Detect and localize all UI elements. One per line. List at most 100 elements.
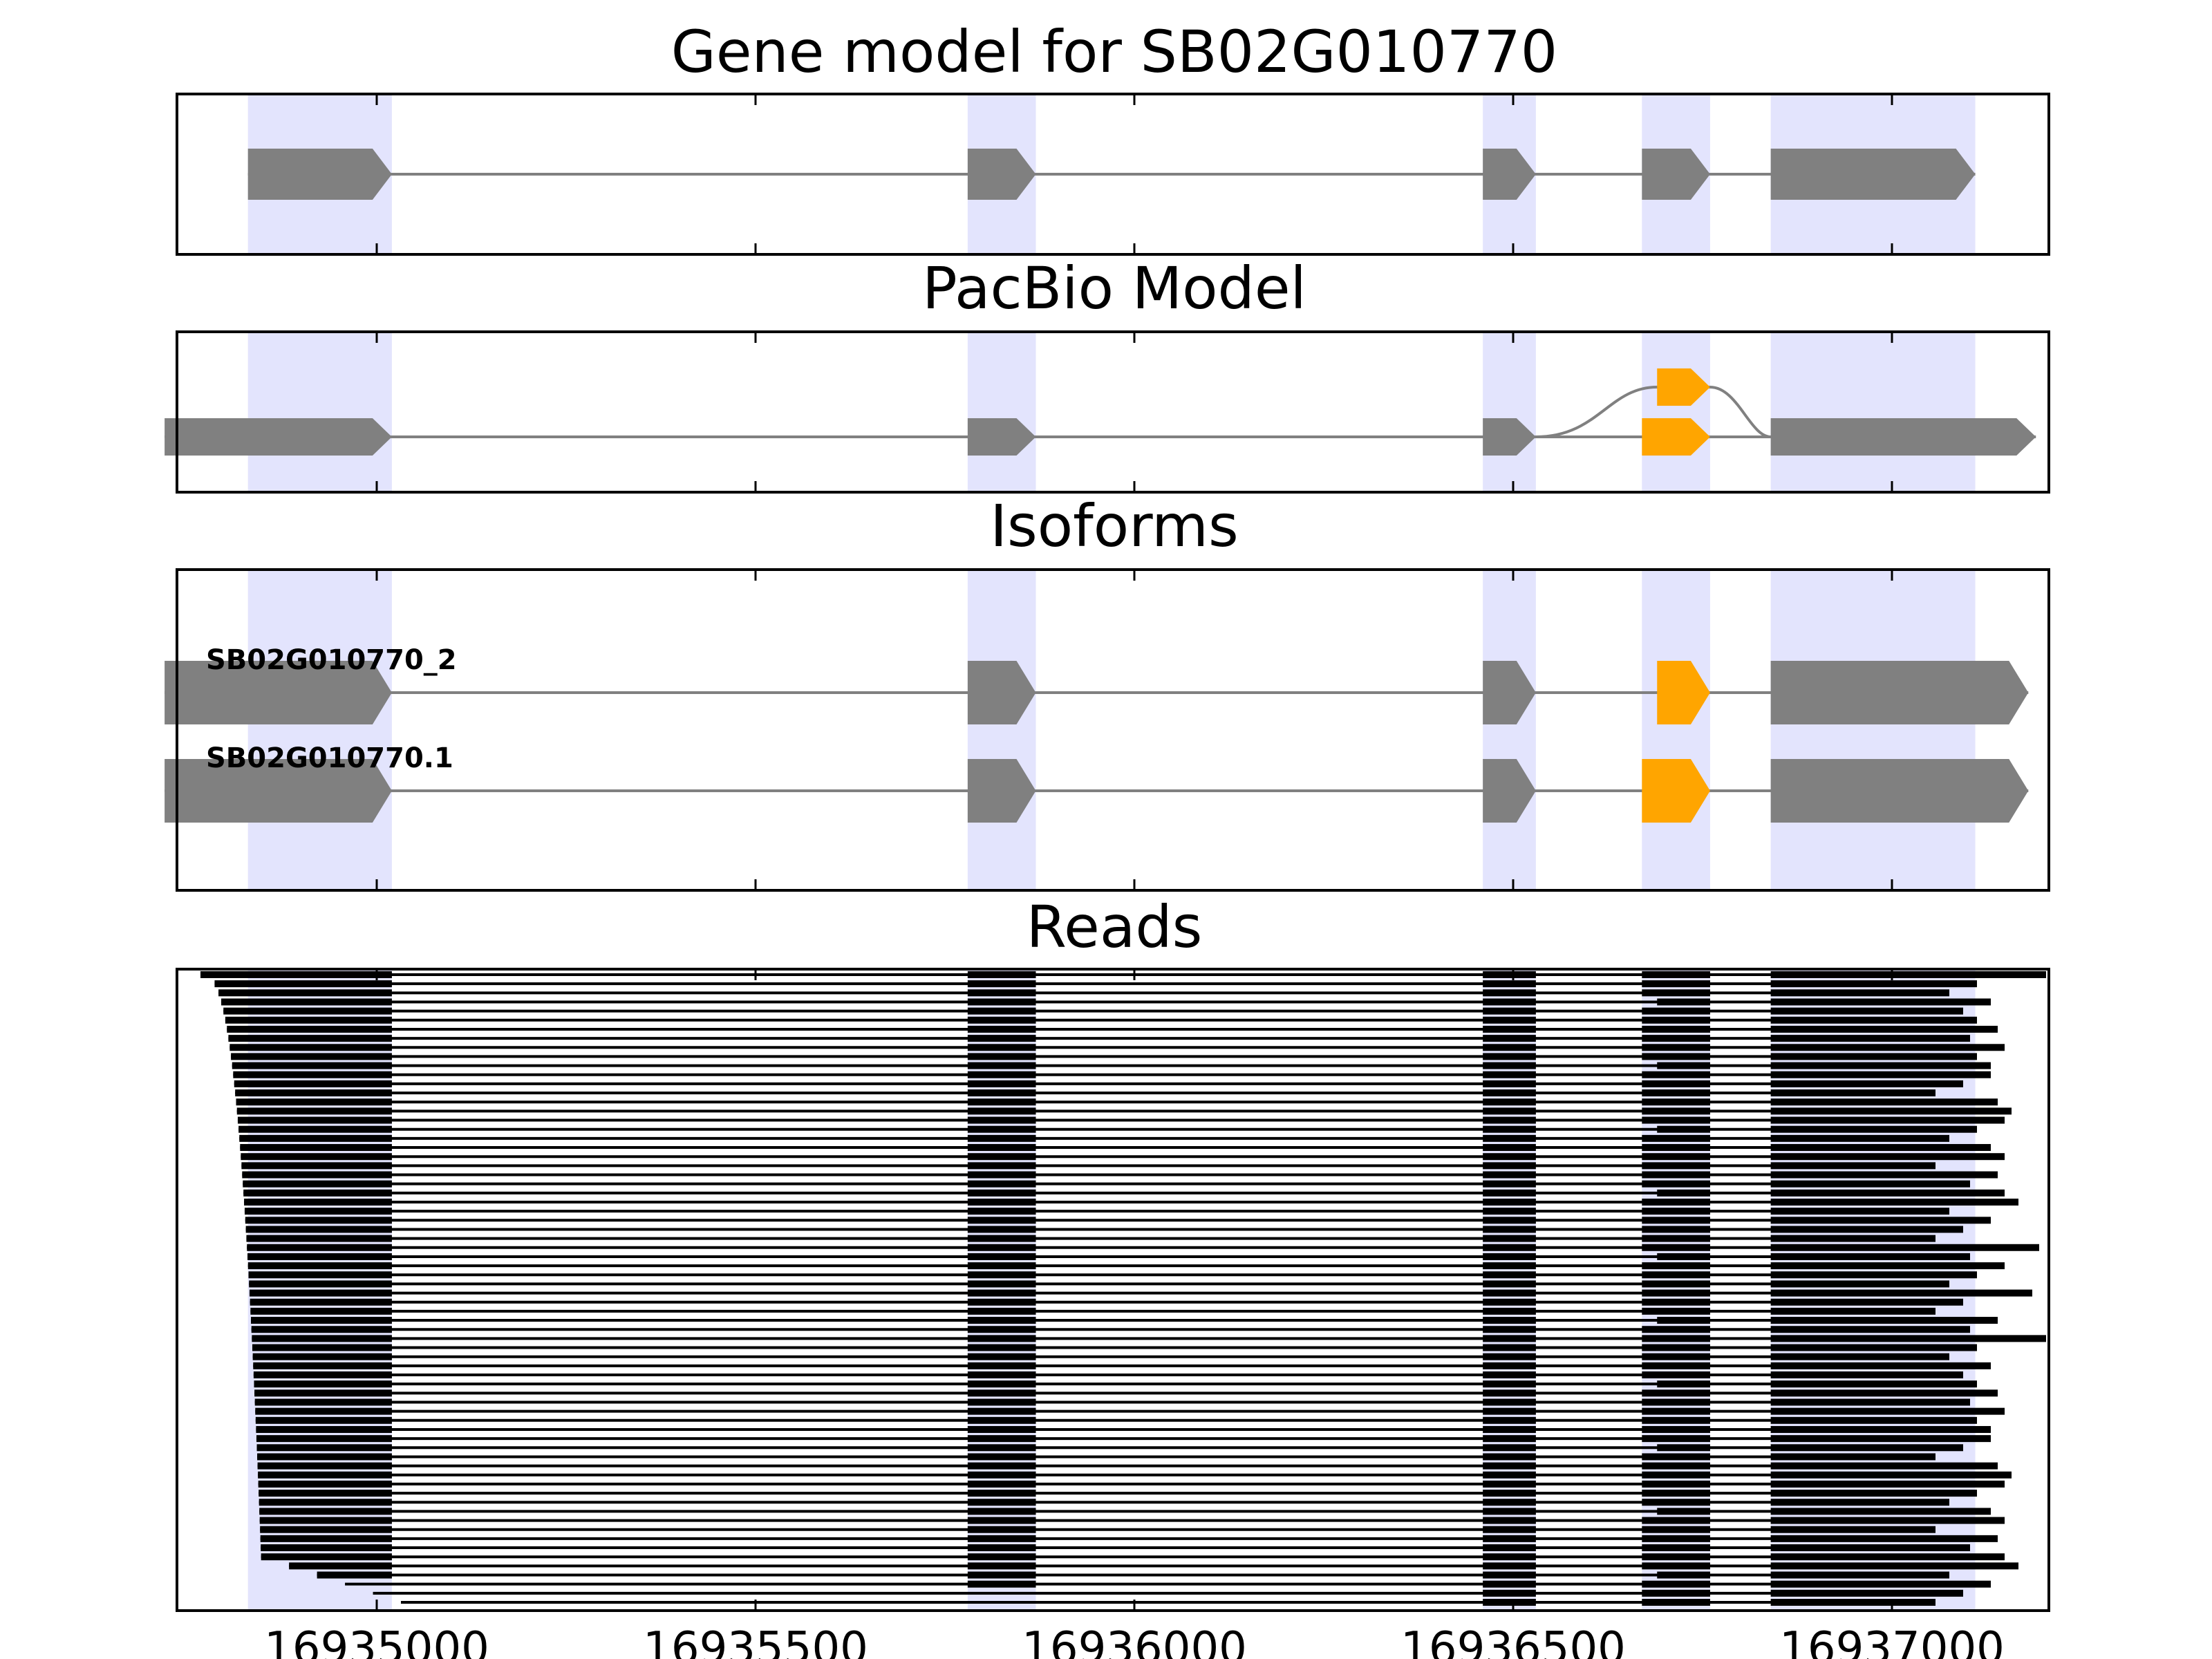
pacbio-alt-junction xyxy=(1535,386,1771,438)
read-33-block-4 xyxy=(1770,1262,2005,1270)
read-9-alt-block xyxy=(1642,1044,1710,1051)
isoform-shade-4 xyxy=(1642,571,1710,889)
read-42-block-1 xyxy=(252,1344,392,1351)
read-10-alt-block xyxy=(1642,1053,1710,1060)
read-69-alt-block xyxy=(1642,1589,1710,1597)
gene-row-exon-5 xyxy=(1770,149,1976,200)
read-69-block-4 xyxy=(1770,1589,1963,1597)
read-7-block-1 xyxy=(227,1025,392,1033)
read-13-block-2 xyxy=(967,1080,1036,1087)
read-17-block-1 xyxy=(237,1116,392,1124)
read-25-block-3 xyxy=(1483,1189,1536,1197)
read-30-alt-block xyxy=(1642,1235,1710,1242)
read-64 xyxy=(261,1544,1970,1552)
read-45-alt-block xyxy=(1642,1371,1710,1379)
read-67-alt-block xyxy=(1657,1571,1710,1579)
read-55-alt-block xyxy=(1642,1462,1710,1470)
read-18 xyxy=(238,1125,1977,1133)
read-3 xyxy=(218,989,1949,997)
read-13-block-4 xyxy=(1770,1080,1963,1087)
read-20-block-2 xyxy=(967,1144,1036,1152)
read-9 xyxy=(229,1044,2005,1051)
read-56 xyxy=(258,1471,2012,1479)
read-3-alt-block xyxy=(1642,989,1710,997)
gene-model-frame xyxy=(176,93,2050,256)
read-50-block-3 xyxy=(1483,1416,1536,1424)
read-52-block-1 xyxy=(256,1435,392,1443)
read-64-block-2 xyxy=(967,1544,1036,1552)
read-37-block-2 xyxy=(967,1298,1036,1306)
read-22 xyxy=(241,1162,1936,1170)
read-49 xyxy=(255,1407,2005,1415)
read-5-alt-block xyxy=(1642,1007,1710,1015)
read-53-block-4 xyxy=(1770,1444,1963,1452)
read-33-alt-block xyxy=(1642,1262,1710,1270)
read-53-block-1 xyxy=(256,1444,392,1452)
read-28-block-2 xyxy=(967,1217,1036,1224)
read-54 xyxy=(257,1453,1936,1461)
read-32-alt-block xyxy=(1657,1253,1710,1260)
reads-frame xyxy=(176,968,2050,1612)
isoform-2-exon-5 xyxy=(1770,759,2029,823)
read-29-block-3 xyxy=(1483,1226,1536,1233)
read-41-block-3 xyxy=(1483,1335,1536,1342)
read-52-block-3 xyxy=(1483,1435,1536,1443)
read-1-block-4 xyxy=(1770,971,2046,978)
read-55-block-2 xyxy=(967,1462,1036,1470)
read-63 xyxy=(260,1535,1998,1542)
read-12-block-4 xyxy=(1770,1071,1991,1078)
read-36-alt-block xyxy=(1642,1289,1710,1297)
read-62 xyxy=(260,1526,1936,1533)
gene-model-title: Gene model for SB02G010770 xyxy=(671,18,1557,86)
read-23-block-1 xyxy=(242,1171,392,1179)
read-29-block-1 xyxy=(245,1226,392,1233)
isoform-2-exon-1 xyxy=(165,759,392,823)
read-59-block-2 xyxy=(967,1499,1036,1506)
read-42-block-3 xyxy=(1483,1344,1536,1351)
read-31-block-1 xyxy=(247,1244,392,1251)
read-10 xyxy=(231,1053,1977,1060)
read-39-alt-block xyxy=(1657,1317,1710,1324)
read-17-block-2 xyxy=(967,1116,1036,1124)
read-36-block-4 xyxy=(1770,1289,2032,1297)
read-30-block-3 xyxy=(1483,1235,1536,1242)
read-34-alt-block xyxy=(1642,1271,1710,1279)
read-66-alt-block xyxy=(1642,1562,1710,1570)
read-56-alt-block xyxy=(1642,1471,1710,1479)
read-44-block-2 xyxy=(967,1362,1036,1369)
read-38-block-3 xyxy=(1483,1307,1536,1315)
read-21-block-1 xyxy=(241,1153,392,1161)
read-26-alt-block xyxy=(1642,1198,1710,1206)
read-37-block-4 xyxy=(1770,1298,1963,1306)
reads-title: Reads xyxy=(1027,893,1203,961)
read-29-alt-block xyxy=(1642,1226,1710,1233)
read-5-block-1 xyxy=(223,1007,392,1015)
read-66-block-3 xyxy=(1483,1562,1536,1570)
read-12-block-3 xyxy=(1483,1071,1536,1078)
read-58-block-2 xyxy=(967,1490,1036,1497)
read-59-alt-block xyxy=(1642,1499,1710,1506)
read-42-block-2 xyxy=(967,1344,1036,1351)
read-51-block-4 xyxy=(1770,1425,1991,1433)
read-45-block-1 xyxy=(253,1371,392,1379)
read-37-block-3 xyxy=(1483,1298,1536,1306)
read-11-alt-block xyxy=(1657,1062,1710,1069)
read-20-block-4 xyxy=(1770,1144,1991,1152)
read-11-block-3 xyxy=(1483,1062,1536,1069)
read-67 xyxy=(317,1571,1949,1579)
read-62-block-4 xyxy=(1770,1526,1936,1533)
x-tick-label-3: 16936000 xyxy=(1022,1623,1247,1659)
read-40-block-1 xyxy=(251,1326,392,1333)
read-61-block-1 xyxy=(259,1517,392,1524)
read-60-block-2 xyxy=(967,1508,1036,1515)
read-28-block-3 xyxy=(1483,1217,1536,1224)
read-68-block-4 xyxy=(1770,1580,1991,1588)
read-12-alt-block xyxy=(1642,1071,1710,1078)
read-23-block-2 xyxy=(967,1171,1036,1179)
read-9-block-3 xyxy=(1483,1044,1536,1051)
read-12 xyxy=(233,1071,1991,1078)
read-57 xyxy=(258,1480,2005,1488)
pacbio-row-exon-3 xyxy=(1483,418,1536,456)
read-38-alt-block xyxy=(1642,1307,1710,1315)
read-29-block-4 xyxy=(1770,1226,1963,1233)
